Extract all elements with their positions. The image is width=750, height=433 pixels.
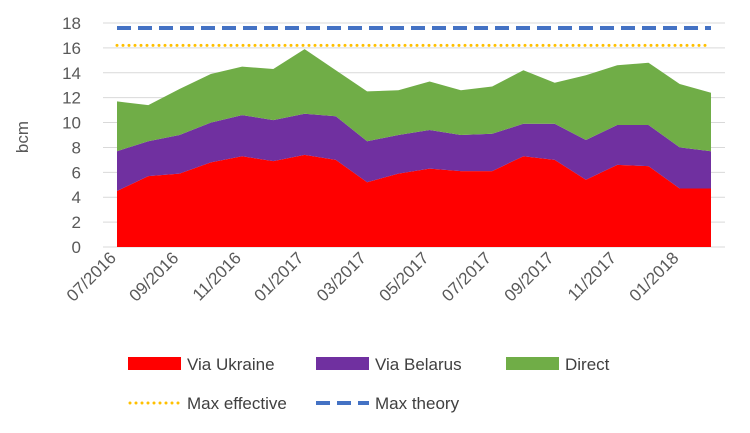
legend-swatch — [128, 357, 181, 370]
x-tick-label: 05/2017 — [376, 248, 433, 305]
area-via-ukraine — [117, 154, 711, 247]
y-axis-title: bcm — [13, 121, 32, 153]
area-series — [117, 49, 711, 247]
area-via-belarus — [117, 113, 711, 191]
y-tick-label: 12 — [62, 89, 81, 108]
legend-label: Via Belarus — [375, 355, 462, 374]
y-tick-label: 10 — [62, 114, 81, 133]
y-tick-label: 2 — [72, 213, 81, 232]
y-tick-label: 4 — [72, 188, 81, 207]
x-tick-label: 09/2017 — [501, 248, 558, 305]
x-tick-label: 11/2017 — [564, 248, 620, 304]
x-tick-label: 07/2017 — [438, 248, 495, 305]
x-tick-label: 11/2016 — [189, 248, 245, 304]
y-tick-label: 18 — [62, 14, 81, 33]
legend-label: Direct — [565, 355, 610, 374]
legend-label: Max effective — [187, 394, 287, 413]
y-tick-label: 16 — [62, 39, 81, 58]
y-tick-label: 14 — [62, 64, 81, 83]
legend: Via Ukraine Via Belarus Direct Max effectiv… — [128, 355, 610, 413]
y-tick-label: 0 — [72, 238, 81, 257]
reference-lines — [115, 25, 713, 47]
legend-swatch — [316, 357, 369, 370]
area-direct — [117, 49, 711, 152]
legend-label: Via Ukraine — [187, 355, 275, 374]
y-tick-label: 6 — [72, 163, 81, 182]
x-tick-label: 01/2017 — [251, 248, 308, 305]
y-tick-label: 8 — [72, 138, 81, 157]
x-tick-label: 03/2017 — [313, 248, 370, 305]
x-tick-label: 09/2016 — [125, 248, 182, 305]
y-axis-ticks: 0 2 4 6 8 10 12 14 16 18 — [62, 14, 81, 257]
x-axis-ticks: 07/2016 09/2016 11/2016 01/2017 03/2017 05/20… — [63, 248, 683, 305]
legend-label: Max theory — [375, 394, 460, 413]
x-tick-label: 01/2018 — [626, 248, 683, 305]
legend-swatch — [506, 357, 559, 370]
